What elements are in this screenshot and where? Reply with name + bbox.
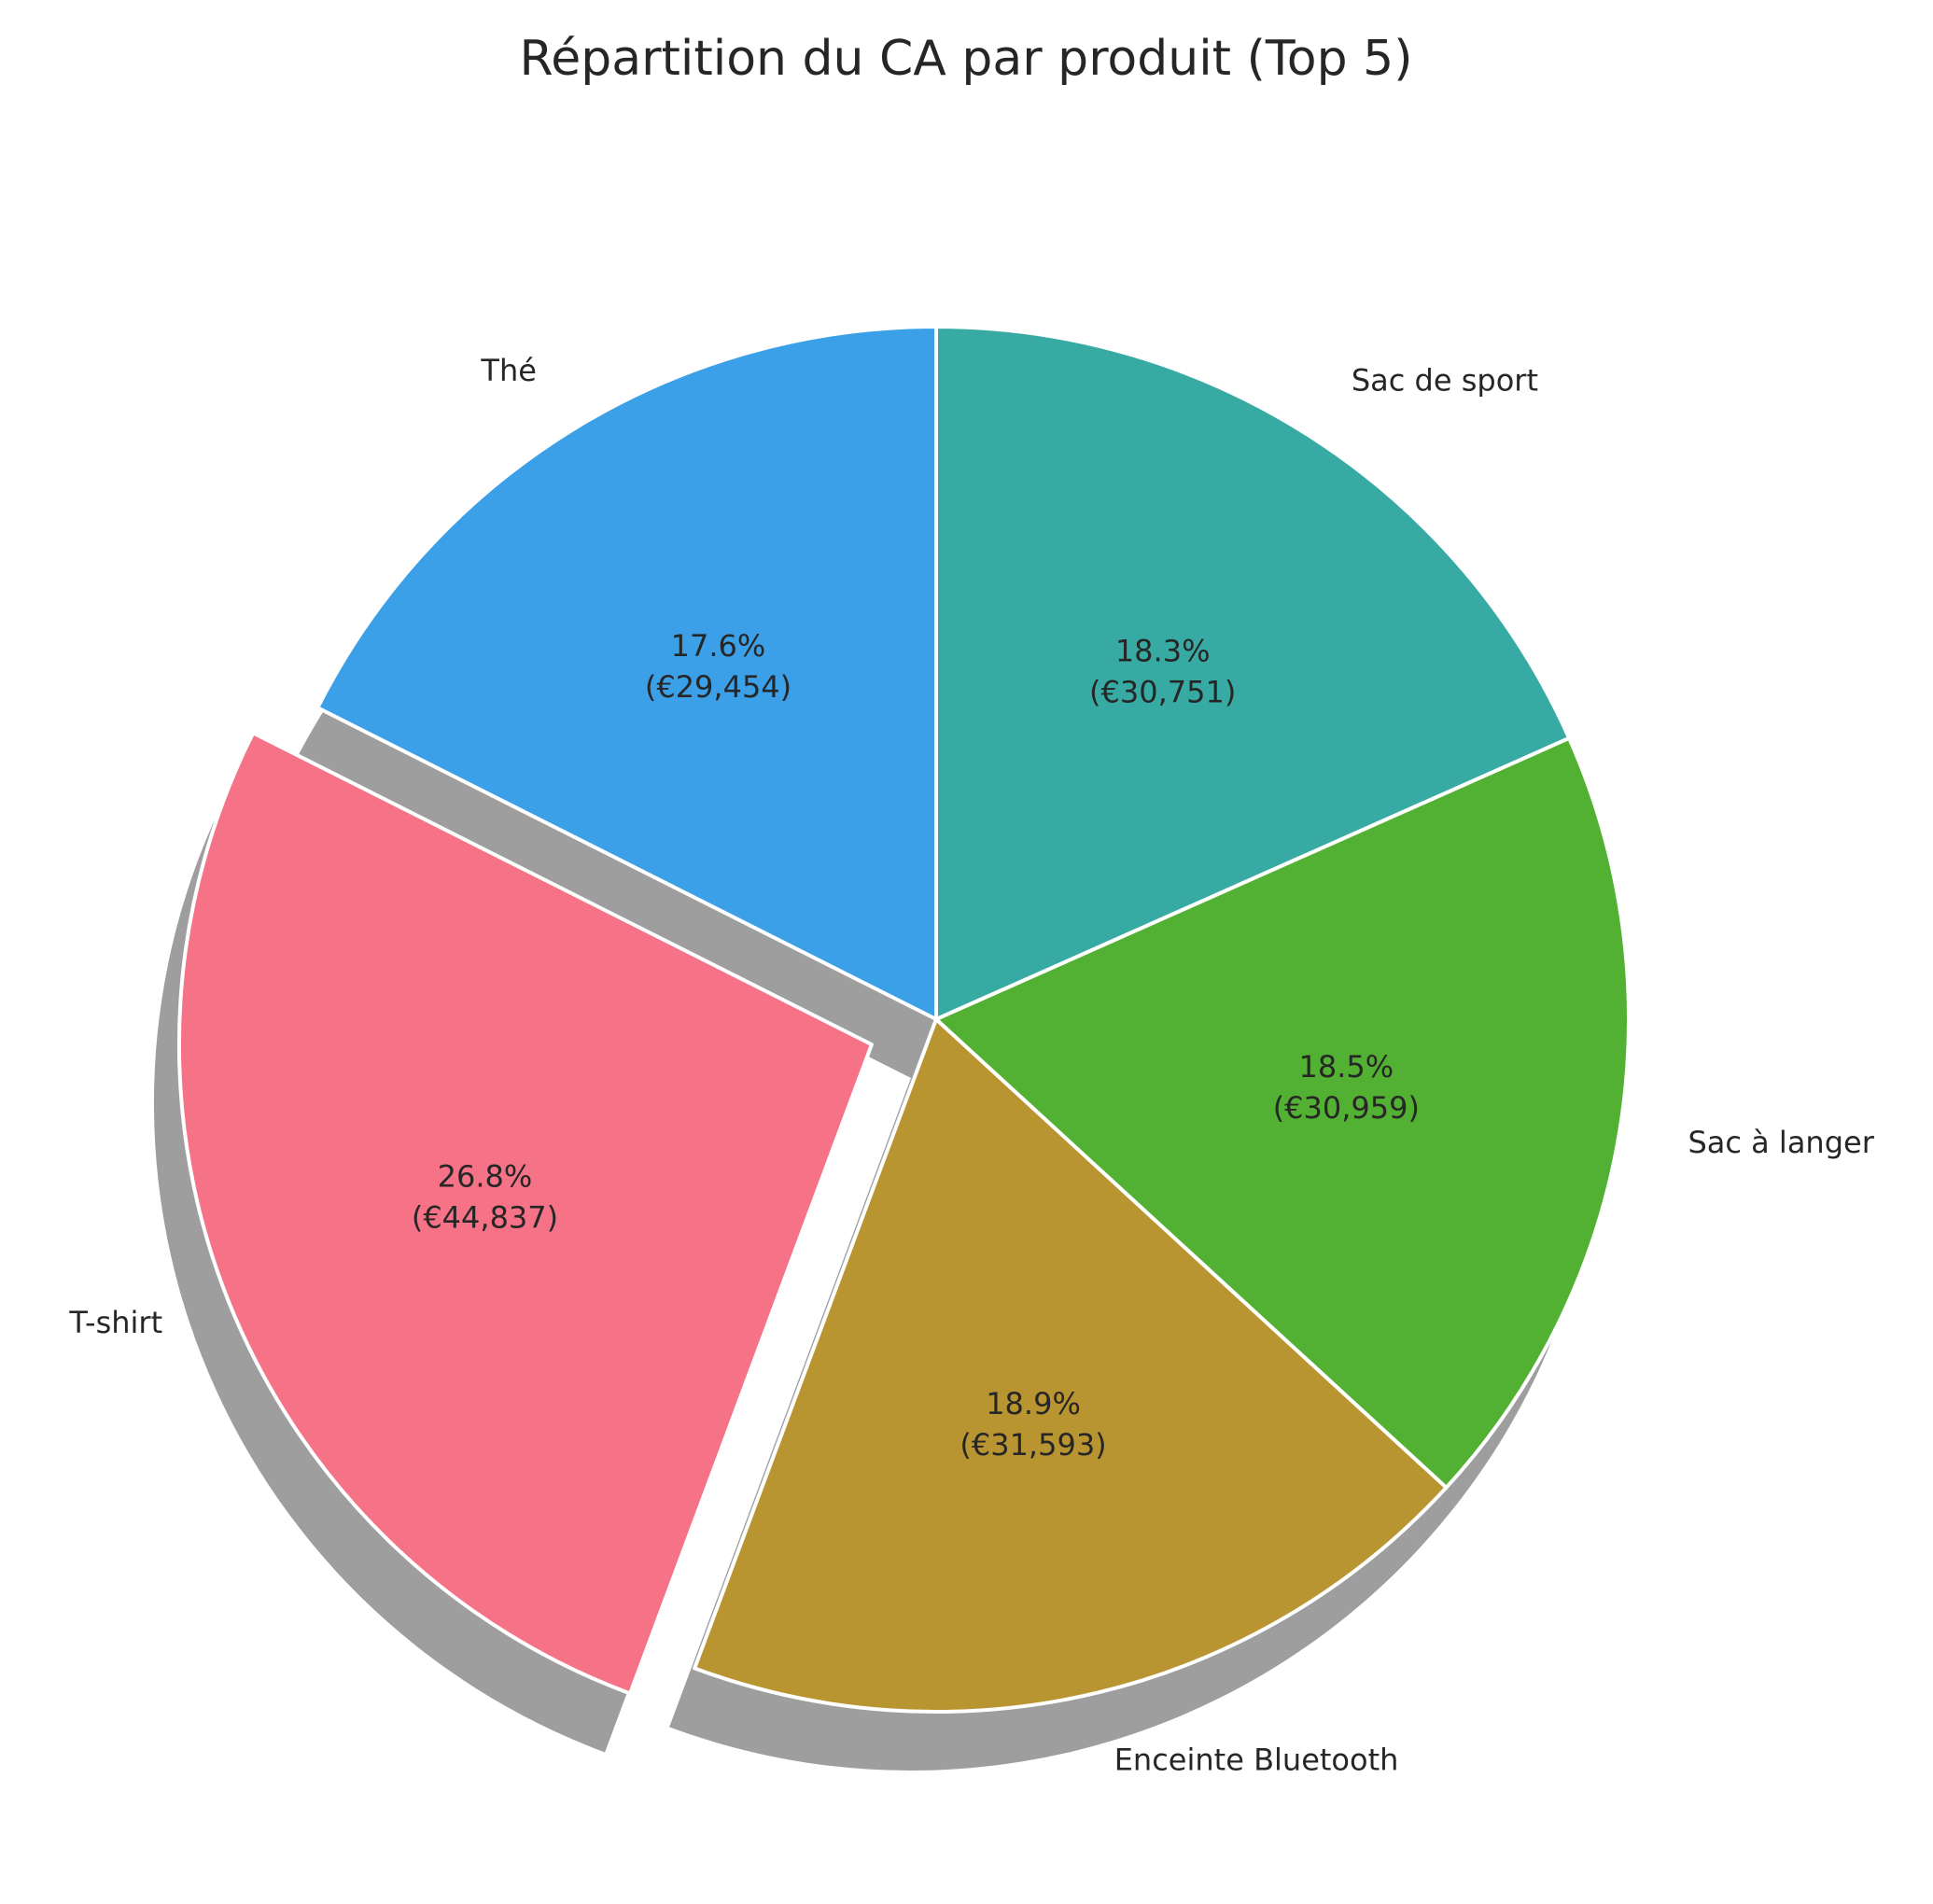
amount-label-t-shirt: (€44,837) [412,1200,558,1236]
percent-label-enceinte-bluetooth: 18.9% [986,1386,1081,1421]
percent-label-sac-a-langer: 18.5% [1299,1049,1394,1085]
slice-t-shirt [176,731,874,1696]
label-sac-de-sport: Sac de sport [1352,363,1538,399]
label-t-shirt: T-shirt [68,1305,162,1340]
amount-label-enceinte-bluetooth: (€31,593) [959,1427,1106,1463]
slice-enceinte-bluetooth [693,1017,1449,1714]
slice-layer [176,325,1631,1714]
slice-sac-de-sport [934,325,1572,1021]
label-layer: Thé 17.6% (€29,454) T-shirt 26.8% (€44,837) En… [68,353,1874,1778]
chart-title: Répartition du CA par produit (Top 5) [519,31,1412,87]
value-label-t-shirt: 26.8% (€44,837) [412,1159,558,1236]
label-enceinte-bluetooth: Enceinte Bluetooth [1114,1743,1399,1778]
percent-label-t-shirt: 26.8% [438,1159,533,1195]
label-the: Thé [480,353,537,388]
value-label-sac-de-sport: 18.3% (€30,751) [1089,634,1236,710]
value-label-enceinte-bluetooth: 18.9% (€31,593) [959,1386,1106,1463]
value-label-the: 17.6% (€29,454) [645,628,791,705]
percent-label-sac-de-sport: 18.3% [1115,634,1211,669]
amount-label-sac-de-sport: (€30,751) [1089,675,1236,710]
slice-the [315,325,938,1021]
slice-sac-a-langer [934,735,1631,1490]
label-sac-a-langer: Sac à langer [1688,1125,1874,1160]
amount-label-the: (€29,454) [645,669,791,705]
value-label-sac-a-langer: 18.5% (€30,959) [1273,1049,1420,1126]
amount-label-sac-a-langer: (€30,959) [1273,1090,1420,1126]
percent-label-the: 17.6% [671,628,766,664]
